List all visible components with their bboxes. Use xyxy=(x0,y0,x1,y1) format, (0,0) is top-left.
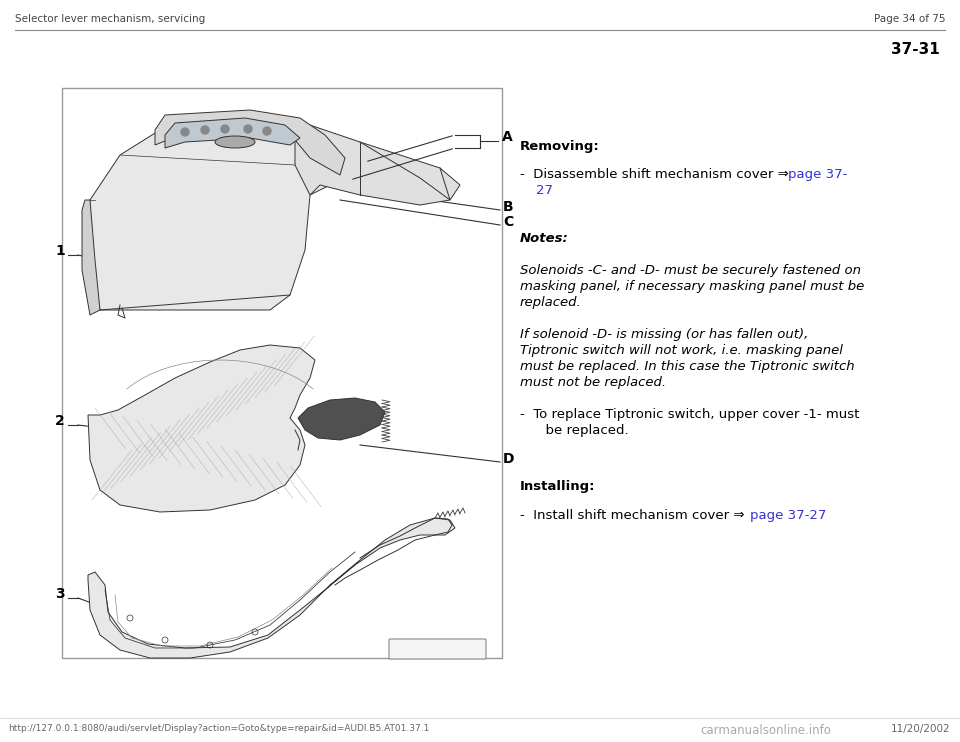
Polygon shape xyxy=(88,518,455,658)
Text: Solenoids -C- and -D- must be securely fastened on: Solenoids -C- and -D- must be securely f… xyxy=(520,264,861,277)
Text: -  Install shift mechanism cover ⇒: - Install shift mechanism cover ⇒ xyxy=(520,509,749,522)
Text: Tiptronic switch will not work, i.e. masking panel: Tiptronic switch will not work, i.e. mas… xyxy=(520,344,843,357)
Circle shape xyxy=(221,125,229,133)
Text: C: C xyxy=(503,215,514,229)
Polygon shape xyxy=(155,110,345,175)
Text: carmanualsonline.info: carmanualsonline.info xyxy=(700,724,830,737)
Text: be replaced.: be replaced. xyxy=(520,424,629,437)
Bar xyxy=(62,88,502,658)
Text: 11/20/2002: 11/20/2002 xyxy=(890,724,950,734)
Text: must not be replaced.: must not be replaced. xyxy=(520,376,666,389)
Text: 1: 1 xyxy=(56,244,65,258)
Text: D: D xyxy=(503,452,515,466)
Text: replaced.: replaced. xyxy=(520,296,582,309)
Text: http://127.0.0.1:8080/audi/servlet/Display?action=Goto&type=repair&id=AUDI.B5.AT: http://127.0.0.1:8080/audi/servlet/Displ… xyxy=(8,724,429,733)
Text: Notes:: Notes: xyxy=(520,232,568,245)
Text: A37-0431: A37-0431 xyxy=(412,645,463,655)
Text: Installing:: Installing: xyxy=(520,480,595,493)
Polygon shape xyxy=(85,115,350,310)
Text: must be replaced. In this case the Tiptronic switch: must be replaced. In this case the Tiptr… xyxy=(520,360,854,373)
Text: -  Disassemble shift mechanism cover ⇒: - Disassemble shift mechanism cover ⇒ xyxy=(520,168,793,181)
Circle shape xyxy=(263,127,271,135)
Text: A: A xyxy=(502,130,513,144)
Text: Removing:: Removing: xyxy=(520,140,600,153)
Text: 37-31: 37-31 xyxy=(891,42,940,57)
Text: B: B xyxy=(503,200,514,214)
Text: 2: 2 xyxy=(56,414,65,428)
Circle shape xyxy=(201,126,209,134)
Text: -  To replace Tiptronic switch, upper cover -1- must: - To replace Tiptronic switch, upper cov… xyxy=(520,408,859,421)
Polygon shape xyxy=(165,118,300,148)
Text: Selector lever mechanism, servicing: Selector lever mechanism, servicing xyxy=(15,14,205,24)
Polygon shape xyxy=(295,120,460,205)
Text: page 37-: page 37- xyxy=(788,168,848,181)
FancyBboxPatch shape xyxy=(389,639,486,659)
Ellipse shape xyxy=(215,136,255,148)
Text: masking panel, if necessary masking panel must be: masking panel, if necessary masking pane… xyxy=(520,280,864,293)
Text: Page 34 of 75: Page 34 of 75 xyxy=(874,14,945,24)
Text: 27: 27 xyxy=(536,184,553,197)
Text: If solenoid -D- is missing (or has fallen out),: If solenoid -D- is missing (or has falle… xyxy=(520,328,808,341)
Polygon shape xyxy=(88,345,315,512)
Polygon shape xyxy=(82,200,100,315)
Circle shape xyxy=(244,125,252,133)
Polygon shape xyxy=(298,398,385,440)
Text: page 37-27: page 37-27 xyxy=(750,509,827,522)
Circle shape xyxy=(181,128,189,136)
Text: 3: 3 xyxy=(56,587,65,601)
